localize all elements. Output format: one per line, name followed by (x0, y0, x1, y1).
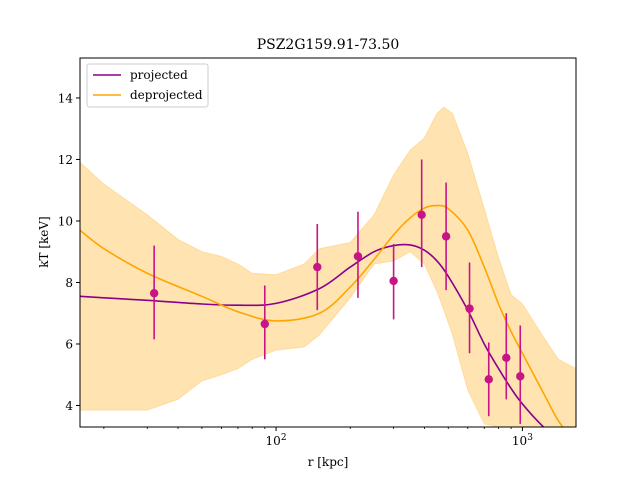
legend-label-projected: projected (130, 68, 188, 82)
data-point-6 (417, 159, 426, 268)
data-point-1 (149, 245, 159, 340)
data-marker (465, 304, 474, 313)
deprojected-line (80, 204, 564, 427)
data-marker (313, 262, 322, 272)
data-marker (353, 252, 363, 261)
projected-line (80, 243, 545, 427)
data-point-8 (465, 262, 474, 354)
y-tick-label: 8 (65, 276, 73, 290)
data-marker (149, 289, 159, 298)
data-point-11 (516, 325, 525, 424)
x-tick-label: 103 (512, 433, 533, 448)
x-axis-label: r [kpc] (308, 455, 349, 469)
legend-label-deprojected: deprojected (130, 88, 203, 102)
data-marker (389, 276, 398, 286)
y-axis-label: kT [keV] (37, 216, 51, 268)
data-marker (484, 375, 493, 384)
data-point-10 (502, 313, 511, 400)
x-tick-label: 102 (266, 433, 287, 448)
data-point-3 (313, 224, 322, 311)
y-tick-label: 14 (58, 91, 74, 105)
plot-frame (79, 57, 577, 428)
y-tick-label: 6 (65, 337, 73, 351)
data-point-9 (484, 342, 493, 417)
deprojected-confidence-band (80, 106, 576, 427)
y-tick-label: 12 (58, 153, 73, 167)
data-marker (502, 353, 511, 363)
data-marker (441, 232, 451, 241)
data-point-2 (260, 285, 269, 360)
y-tick-label: 4 (65, 399, 73, 413)
data-point-5 (389, 244, 398, 320)
data-marker (516, 372, 525, 381)
chart-title: PSZ2G159.91-73.50 (257, 37, 400, 53)
data-marker (260, 319, 269, 329)
data-marker (417, 210, 426, 220)
y-tick-label: 10 (58, 214, 73, 228)
data-point-7 (441, 182, 451, 291)
data-point-4 (353, 211, 363, 298)
